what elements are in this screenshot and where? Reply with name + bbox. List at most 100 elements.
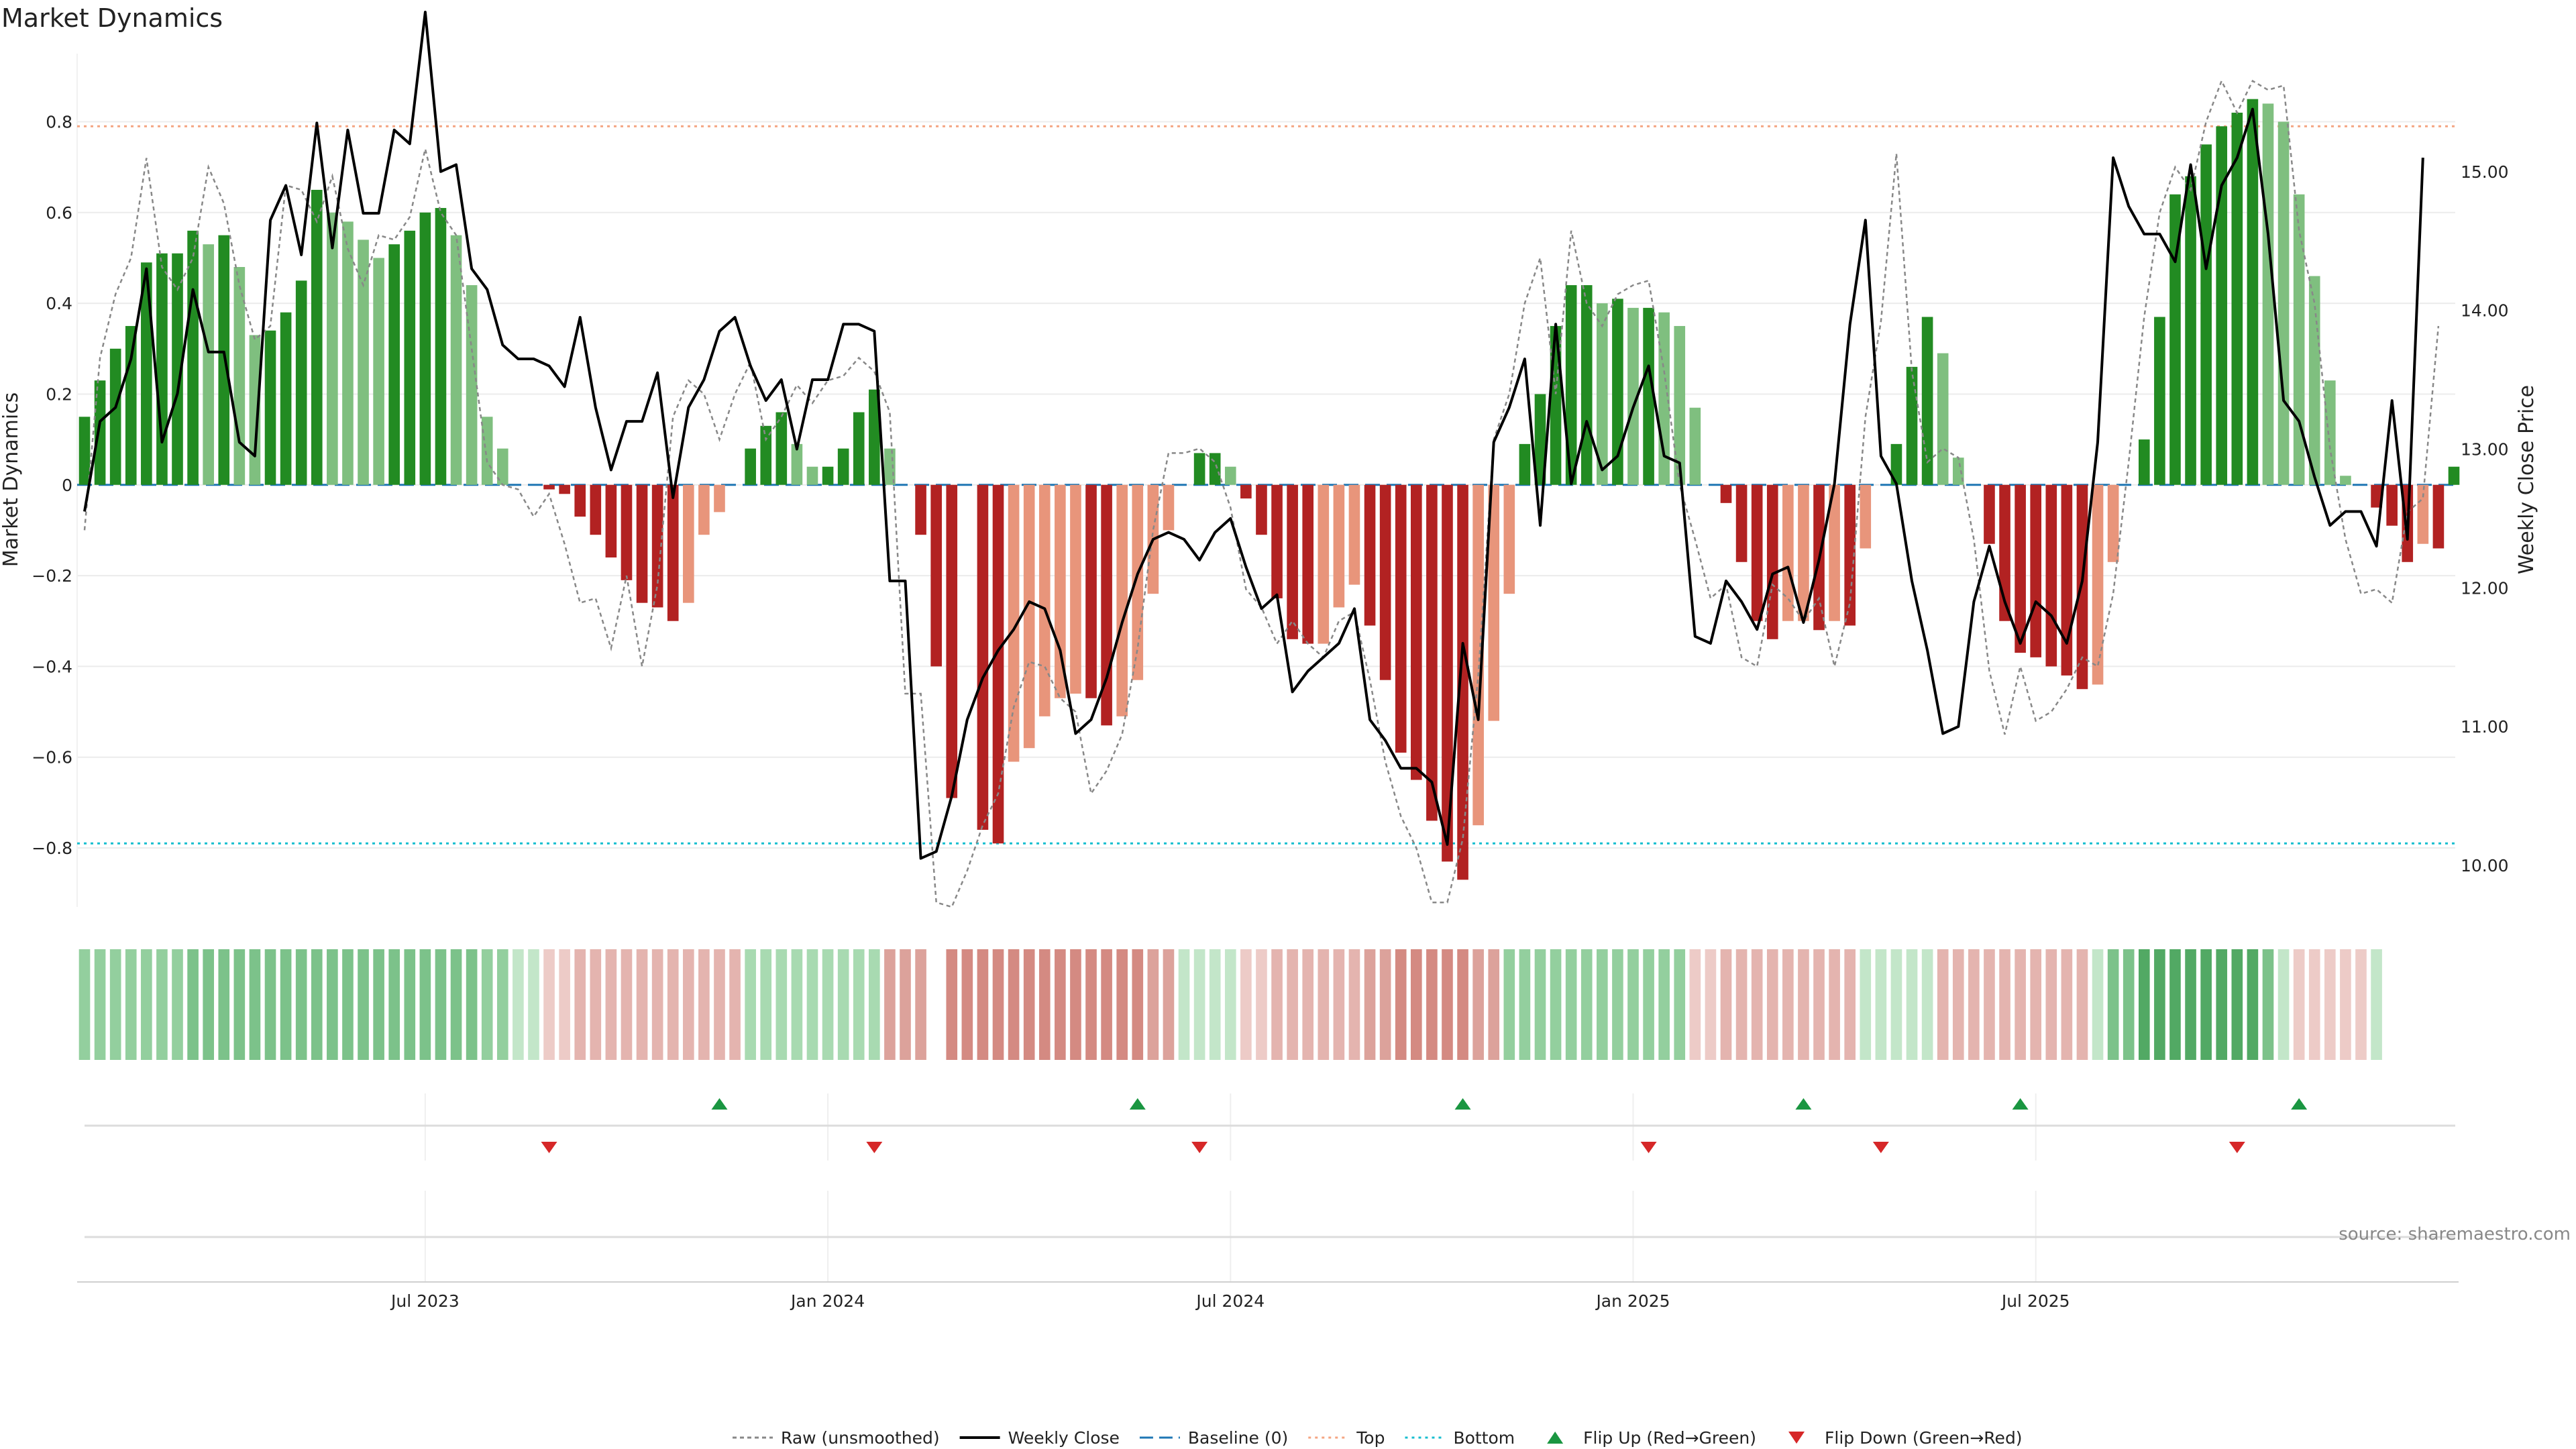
dynamics-bar [234, 267, 246, 485]
dynamics-bar [683, 485, 694, 603]
heat-strip-cell [807, 949, 818, 1060]
left-tick-label: 0 [62, 476, 72, 495]
left-axis-label: Market Dynamics [0, 392, 23, 568]
dynamics-bar [2263, 103, 2274, 484]
heat-strip-cell [311, 949, 323, 1060]
heat-strip-cell [1148, 949, 1159, 1060]
dynamics-bar [559, 485, 570, 494]
dynamics-bar [1210, 453, 1221, 484]
dynamics-bar [574, 485, 586, 517]
heat-strip-cell [79, 949, 91, 1060]
heat-strip-cell [1752, 949, 1763, 1060]
heat-strip-cell [900, 949, 911, 1060]
heat-strip-cell [1643, 949, 1654, 1060]
legend-label: Flip Down (Green→Red) [1825, 1428, 2023, 1448]
heat-strip-cell [1829, 949, 1840, 1060]
heat-strip-cell [1504, 949, 1515, 1060]
heat-strip-cell [2123, 949, 2135, 1060]
heat-strip-cell [1612, 949, 1623, 1060]
dynamics-bar [1318, 485, 1329, 644]
heat-strip-cell [1039, 949, 1051, 1060]
right-tick-label: 12.00 [2461, 578, 2509, 598]
heat-strip-cell [2247, 949, 2259, 1060]
dynamics-bar [946, 485, 957, 798]
heat-strip-cell [1937, 949, 1949, 1060]
heat-strip-cell [1364, 949, 1376, 1060]
heat-strip-cell [420, 949, 431, 1060]
dynamics-bar [1752, 485, 1763, 621]
x-tick-label: Jul 2023 [390, 1291, 460, 1311]
heat-strip-cell [574, 949, 586, 1060]
dynamics-bar [420, 213, 431, 485]
heat-strip-cell [2340, 949, 2351, 1060]
x-tick-label: Jan 2025 [1595, 1291, 1670, 1311]
dynamics-bar [2092, 485, 2104, 685]
source-note: source: sharemaestro.com [2339, 1224, 2571, 1244]
heat-strip-cell [1426, 949, 1438, 1060]
dynamics-bar [404, 231, 415, 485]
dynamics-bar [1690, 408, 1701, 485]
dynamics-bar [1380, 485, 1391, 680]
heat-strip-cell [1271, 949, 1283, 1060]
dynamics-bar [2231, 113, 2243, 485]
dynamics-bar [1070, 485, 1081, 694]
dynamics-bar [1798, 485, 1809, 621]
dynamics-bar [838, 449, 849, 485]
left-tick-label: −0.6 [32, 748, 72, 767]
heat-strip-cell [760, 949, 771, 1060]
heat-strip-cell [342, 949, 354, 1060]
heat-strip-cell [327, 949, 338, 1060]
heat-strip-cell [652, 949, 663, 1060]
heat-strip-cell [2169, 949, 2181, 1060]
heat-strip-cell [203, 949, 214, 1060]
legend-label: Top [1356, 1428, 1385, 1448]
heat-strip-cell [559, 949, 570, 1060]
heat-strip-cell [667, 949, 679, 1060]
heat-strip-cell [915, 949, 926, 1060]
dynamics-bar [2294, 195, 2305, 485]
heat-strip-cell [1240, 949, 1252, 1060]
right-tick-label: 10.00 [2461, 856, 2509, 875]
heat-strip-cell [1968, 949, 1980, 1060]
x-tick-label: Jan 2024 [790, 1291, 865, 1311]
legend-label: Weekly Close [1008, 1428, 1120, 1448]
left-tick-label: 0.2 [46, 384, 72, 404]
heat-strip-cell [172, 949, 183, 1060]
dynamics-bar [203, 244, 214, 485]
heat-strip-cell [1163, 949, 1175, 1060]
heat-strip-cell [621, 949, 633, 1060]
heat-strip-cell [110, 949, 121, 1060]
heat-strip-cell [2309, 949, 2320, 1060]
dynamics-bar [930, 485, 942, 667]
dynamics-bar [807, 467, 818, 485]
heat-strip-cell [2185, 949, 2196, 1060]
chart-title: Market Dynamics [1, 3, 223, 33]
heat-strip-cell [1690, 949, 1701, 1060]
heat-strip-cell [435, 949, 447, 1060]
heat-strip-cell [2216, 949, 2227, 1060]
heat-strip-cell [822, 949, 834, 1060]
dynamics-bar [1194, 453, 1205, 484]
heat-strip-cell [1055, 949, 1066, 1060]
heat-strip-cell [1782, 949, 1794, 1060]
heat-strip-cell [141, 949, 152, 1060]
heat-strip-cell [1194, 949, 1205, 1060]
left-tick-label: 0.8 [46, 112, 72, 131]
dynamics-bar [1426, 485, 1438, 821]
heat-strip-cell [1318, 949, 1329, 1060]
dynamics-bar [1287, 485, 1298, 639]
dynamics-bar [1860, 485, 1871, 549]
heat-strip-cell [1535, 949, 1546, 1060]
heat-strip-cell [1798, 949, 1809, 1060]
heat-strip-cell [280, 949, 292, 1060]
legend-label: Raw (unsmoothed) [781, 1428, 940, 1448]
dynamics-bar [2154, 317, 2165, 484]
dynamics-bar [2139, 439, 2150, 485]
heat-strip-cell [543, 949, 555, 1060]
heat-strip-cell [234, 949, 246, 1060]
dynamics-bar [2433, 485, 2445, 549]
dynamics-bar [1504, 485, 1515, 594]
dynamics-bar [1163, 485, 1175, 531]
heat-strip-cell [1705, 949, 1717, 1060]
heat-strip-cell [1566, 949, 1577, 1060]
